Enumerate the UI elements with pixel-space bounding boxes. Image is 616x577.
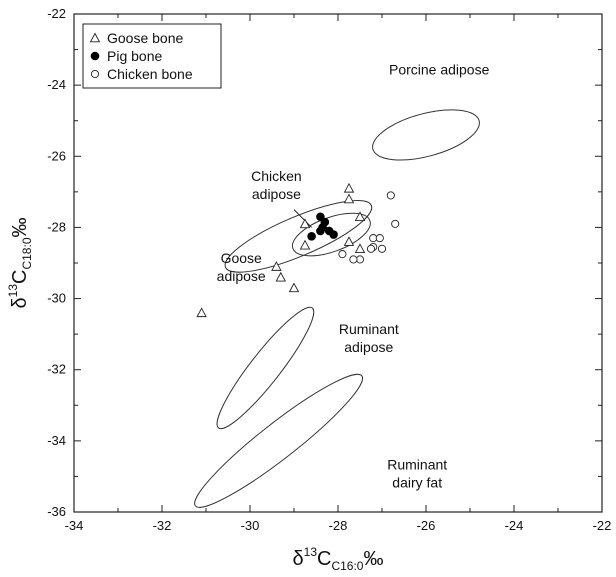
x-axis-unit: ‰ xyxy=(363,548,383,570)
region-label: Ruminant adipose xyxy=(339,321,399,355)
goose-bone-point xyxy=(299,239,311,250)
x-tick-label: -28 xyxy=(329,518,348,533)
goose-bone-point xyxy=(343,236,355,246)
y-axis-delta: δ xyxy=(9,297,31,308)
goose-bone-point xyxy=(354,211,366,222)
region-label-line: Goose xyxy=(221,250,262,266)
legend-entry-label: Chicken bone xyxy=(107,66,193,82)
plot-axes xyxy=(73,13,603,513)
x-axis-sub: C16:0 xyxy=(331,559,363,573)
region-label-line: Chicken xyxy=(251,168,302,184)
region-ellipse xyxy=(224,200,373,273)
y-tick-label: -26 xyxy=(47,148,66,163)
legend-marker xyxy=(89,32,101,43)
y-axis-unit: ‰ xyxy=(9,218,31,238)
chicken-bone-point xyxy=(349,255,358,264)
goose-bone-point xyxy=(343,193,355,204)
chicken-bone-point xyxy=(386,191,395,200)
region-ellipses: Porcine adipose Chicken adipose Goose adipos… xyxy=(194,61,490,508)
y-axis-sub: C18:0 xyxy=(20,237,34,269)
x-axis-main: C xyxy=(317,548,331,570)
chicken-bone-point xyxy=(377,244,387,253)
goose-bone-point xyxy=(275,271,287,282)
chicken-bone-point xyxy=(366,244,376,253)
chicken-bone-point xyxy=(375,234,384,243)
region-label-line: Porcine adipose xyxy=(389,61,490,77)
x-tick-label: -24 xyxy=(505,518,524,533)
legend: Goose bone Pig bone Chicken bone xyxy=(82,23,222,89)
y-tick-label: -30 xyxy=(47,291,66,306)
region-ellipse xyxy=(216,306,315,430)
x-axis-sup: 13 xyxy=(304,545,318,559)
plot-frame xyxy=(73,13,603,513)
region-label-line: Ruminant xyxy=(387,456,447,472)
y-axis-sup: 13 xyxy=(6,284,20,298)
region-ellipse xyxy=(372,109,480,161)
region-label: Chicken adipose xyxy=(251,168,302,202)
x-axis-title: δ13CC16:0‰ xyxy=(293,545,384,573)
x-axis-delta: δ xyxy=(293,548,304,570)
y-axis-main: C xyxy=(9,270,31,284)
region-label: Goose adipose xyxy=(217,250,266,284)
legend-marker xyxy=(90,69,100,79)
goose-bone-point xyxy=(299,218,311,229)
chicken-bone-point xyxy=(338,250,347,259)
legend-entry-label: Pig bone xyxy=(107,48,162,64)
chicken-bone-point xyxy=(369,234,378,243)
y-tick-label: -32 xyxy=(47,362,66,377)
x-tick-label: -32 xyxy=(153,518,172,533)
data-points xyxy=(196,182,400,318)
y-tick-label: -36 xyxy=(47,504,66,519)
goose-bone-point xyxy=(354,243,366,254)
region-label: Ruminant dairy fat xyxy=(387,456,447,490)
goose-bone-point xyxy=(271,261,282,271)
x-tick-label: -34 xyxy=(65,518,84,533)
region-ellipse xyxy=(194,373,364,508)
pig-bone-point xyxy=(316,226,325,236)
region-label-line: adipose xyxy=(217,268,266,284)
region-leader-line xyxy=(293,209,312,228)
y-axis-title: δ13CC18:0‰ xyxy=(6,218,34,309)
region-label-line: adipose xyxy=(252,186,301,202)
chicken-bone-point xyxy=(355,255,365,264)
x-tick-label: -26 xyxy=(417,518,436,533)
region-label-line: dairy fat xyxy=(392,474,442,490)
axis-ticks: -34 -32 -30 -28 -26 -24 -22-36-34-32-30-28-26-… xyxy=(47,6,611,533)
legend-entry-label: Goose bone xyxy=(107,30,183,46)
y-tick-label: -24 xyxy=(47,77,66,92)
goose-bone-point xyxy=(343,182,355,193)
chicken-bone-point xyxy=(391,219,400,228)
y-tick-label: -34 xyxy=(47,433,66,448)
pig-bone-point xyxy=(307,232,316,241)
region-label-line: Ruminant xyxy=(339,321,399,337)
region-label-line: adipose xyxy=(344,339,393,355)
pig-bone-point xyxy=(329,230,338,239)
region-label: Porcine adipose xyxy=(389,61,490,77)
y-tick-label: -28 xyxy=(47,219,66,234)
x-tick-label: -30 xyxy=(241,518,260,533)
x-tick-label: -22 xyxy=(593,518,612,533)
legend-box xyxy=(82,23,222,89)
goose-bone-point xyxy=(196,307,207,318)
legend-marker xyxy=(90,51,100,61)
y-tick-label: -22 xyxy=(47,6,66,21)
goose-bone-point xyxy=(288,282,300,293)
